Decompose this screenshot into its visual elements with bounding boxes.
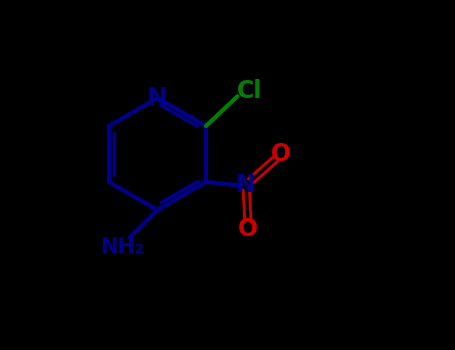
Text: N: N [147,86,168,110]
Text: NH₂: NH₂ [101,237,144,257]
Text: O: O [271,142,291,166]
Text: O: O [238,217,258,241]
Text: Cl: Cl [237,79,263,103]
Text: N: N [236,174,256,197]
